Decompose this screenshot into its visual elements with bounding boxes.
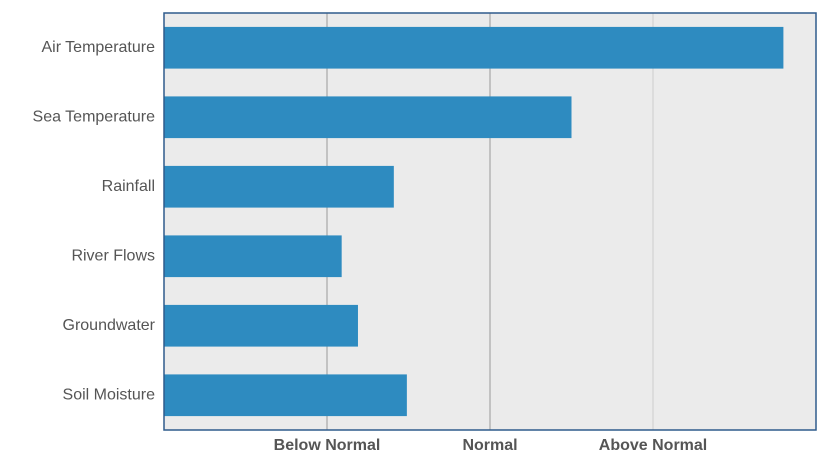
bar (164, 304, 358, 347)
plot-frame (163, 12, 817, 431)
bar (164, 235, 342, 278)
bars (164, 26, 784, 417)
x-tick-labels: Below Normal Normal Above Normal (274, 437, 708, 453)
bar (164, 96, 572, 139)
bar (164, 165, 394, 208)
bar (164, 26, 784, 69)
category-labels: Air Temperature Sea Temperature Rainfall Ri… (33, 39, 156, 404)
x-tick-label: Below Normal (274, 437, 381, 453)
category-label: Sea Temperature (33, 108, 156, 125)
x-tick-label: Above Normal (599, 437, 707, 453)
category-label: Groundwater (63, 317, 156, 334)
x-tick-label: Normal (462, 437, 517, 453)
bar (164, 374, 407, 417)
category-label: River Flows (71, 247, 155, 264)
category-label: Air Temperature (41, 39, 155, 56)
category-label: Rainfall (102, 178, 155, 195)
grid-lines (326, 13, 654, 430)
category-label: Soil Moisture (63, 386, 156, 403)
